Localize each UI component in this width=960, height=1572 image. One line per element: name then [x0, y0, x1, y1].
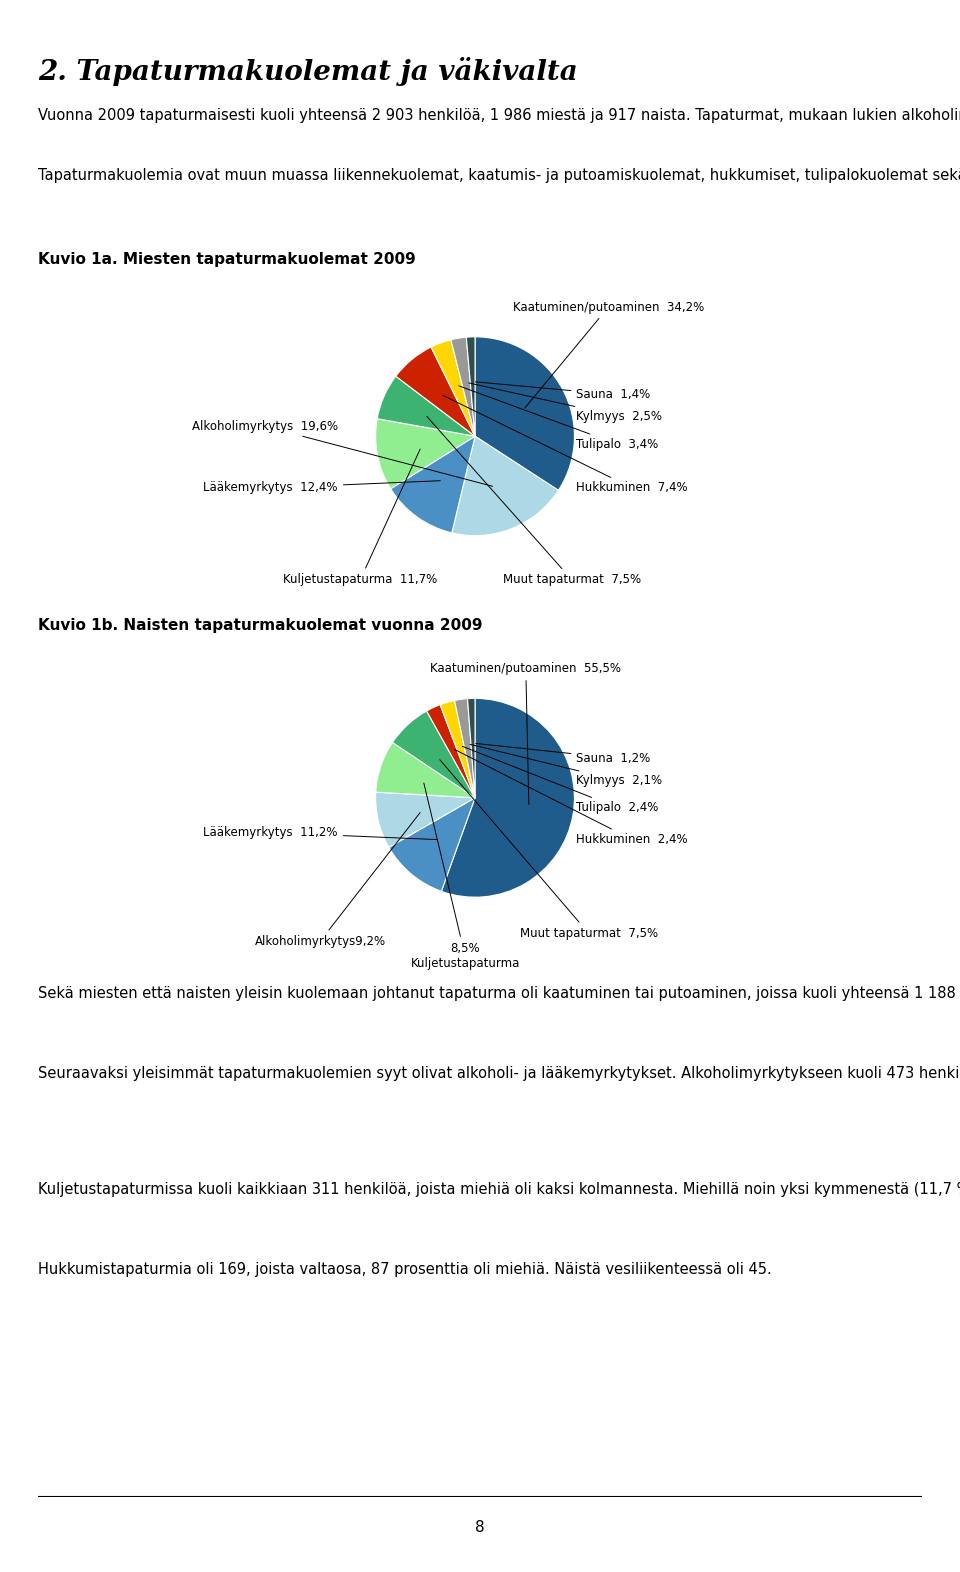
Text: Lääkemyrkytys  11,2%: Lääkemyrkytys 11,2% — [204, 825, 437, 839]
Wedge shape — [441, 701, 475, 797]
Text: Sauna  1,2%: Sauna 1,2% — [476, 744, 651, 764]
Text: Sekä miesten että naisten yleisin kuolemaan johtanut tapaturma oli kaatuminen ta: Sekä miesten että naisten yleisin kuolem… — [38, 986, 960, 1001]
Text: Hukkuminen  7,4%: Hukkuminen 7,4% — [443, 395, 688, 495]
Text: Kaatuminen/putoaminen  34,2%: Kaatuminen/putoaminen 34,2% — [513, 300, 704, 409]
Text: Tapaturmakuolemia ovat muun muassa liikennekuolemat, kaatumis- ja putoamiskuolem: Tapaturmakuolemia ovat muun muassa liike… — [38, 168, 960, 184]
Text: Kuljetustapaturmissa kuoli kaikkiaan 311 henkilöä, joista miehiä oli kaksi kolma: Kuljetustapaturmissa kuoli kaikkiaan 311… — [38, 1182, 960, 1198]
Wedge shape — [475, 336, 574, 490]
Text: Kylmyys  2,1%: Kylmyys 2,1% — [470, 744, 662, 788]
Wedge shape — [426, 704, 475, 797]
Text: Kylmyys  2,5%: Kylmyys 2,5% — [468, 384, 662, 423]
Wedge shape — [391, 435, 475, 533]
Text: Tulipalo  3,4%: Tulipalo 3,4% — [459, 385, 659, 451]
Text: Alkoholimyrkytys9,2%: Alkoholimyrkytys9,2% — [254, 813, 420, 948]
Text: Kuvio 1b. Naisten tapaturmakuolemat vuonna 2009: Kuvio 1b. Naisten tapaturmakuolemat vuon… — [38, 618, 483, 634]
Wedge shape — [451, 338, 475, 435]
Wedge shape — [375, 418, 475, 489]
Wedge shape — [455, 698, 475, 797]
Wedge shape — [375, 792, 475, 847]
Text: 2. Tapaturmakuolemat ja väkivalta: 2. Tapaturmakuolemat ja väkivalta — [38, 57, 578, 85]
Wedge shape — [468, 698, 475, 797]
Wedge shape — [452, 435, 559, 536]
Text: Hukkumistapaturmia oli 169, joista valtaosa, 87 prosenttia oli miehiä. Näistä ve: Hukkumistapaturmia oli 169, joista valta… — [38, 1262, 772, 1278]
Wedge shape — [377, 376, 475, 435]
Text: 8,5%
Kuljetustapaturma: 8,5% Kuljetustapaturma — [411, 783, 519, 970]
Wedge shape — [393, 711, 475, 797]
Text: Alkoholimyrkytys  19,6%: Alkoholimyrkytys 19,6% — [192, 420, 492, 486]
Text: Kuljetustapaturma  11,7%: Kuljetustapaturma 11,7% — [283, 450, 437, 586]
Wedge shape — [389, 797, 475, 891]
Wedge shape — [467, 336, 475, 435]
Wedge shape — [375, 742, 475, 797]
Text: Tulipalo  2,4%: Tulipalo 2,4% — [463, 747, 659, 814]
Text: Muut tapaturmat  7,5%: Muut tapaturmat 7,5% — [427, 417, 641, 586]
Wedge shape — [396, 347, 475, 435]
Text: Seuraavaksi yleisimmät tapaturmakuolemien syyt olivat alkoholi- ja lääkemyrkytyk: Seuraavaksi yleisimmät tapaturmakuolemie… — [38, 1066, 960, 1082]
Text: 8: 8 — [475, 1520, 485, 1536]
Wedge shape — [442, 698, 574, 898]
Text: Kuvio 1a. Miesten tapaturmakuolemat 2009: Kuvio 1a. Miesten tapaturmakuolemat 2009 — [38, 252, 416, 267]
Text: Sauna  1,4%: Sauna 1,4% — [475, 382, 651, 401]
Text: Vuonna 2009 tapaturmaisesti kuoli yhteensä 2 903 henkilöä, 1 986 miestä ja 917 n: Vuonna 2009 tapaturmaisesti kuoli yhteen… — [38, 108, 960, 124]
Text: Lääkemyrkytys  12,4%: Lääkemyrkytys 12,4% — [204, 481, 441, 495]
Wedge shape — [431, 340, 475, 435]
Text: Hukkuminen  2,4%: Hukkuminen 2,4% — [454, 750, 688, 846]
Text: Kaatuminen/putoaminen  55,5%: Kaatuminen/putoaminen 55,5% — [430, 662, 621, 805]
Text: Muut tapaturmat  7,5%: Muut tapaturmat 7,5% — [440, 759, 658, 940]
